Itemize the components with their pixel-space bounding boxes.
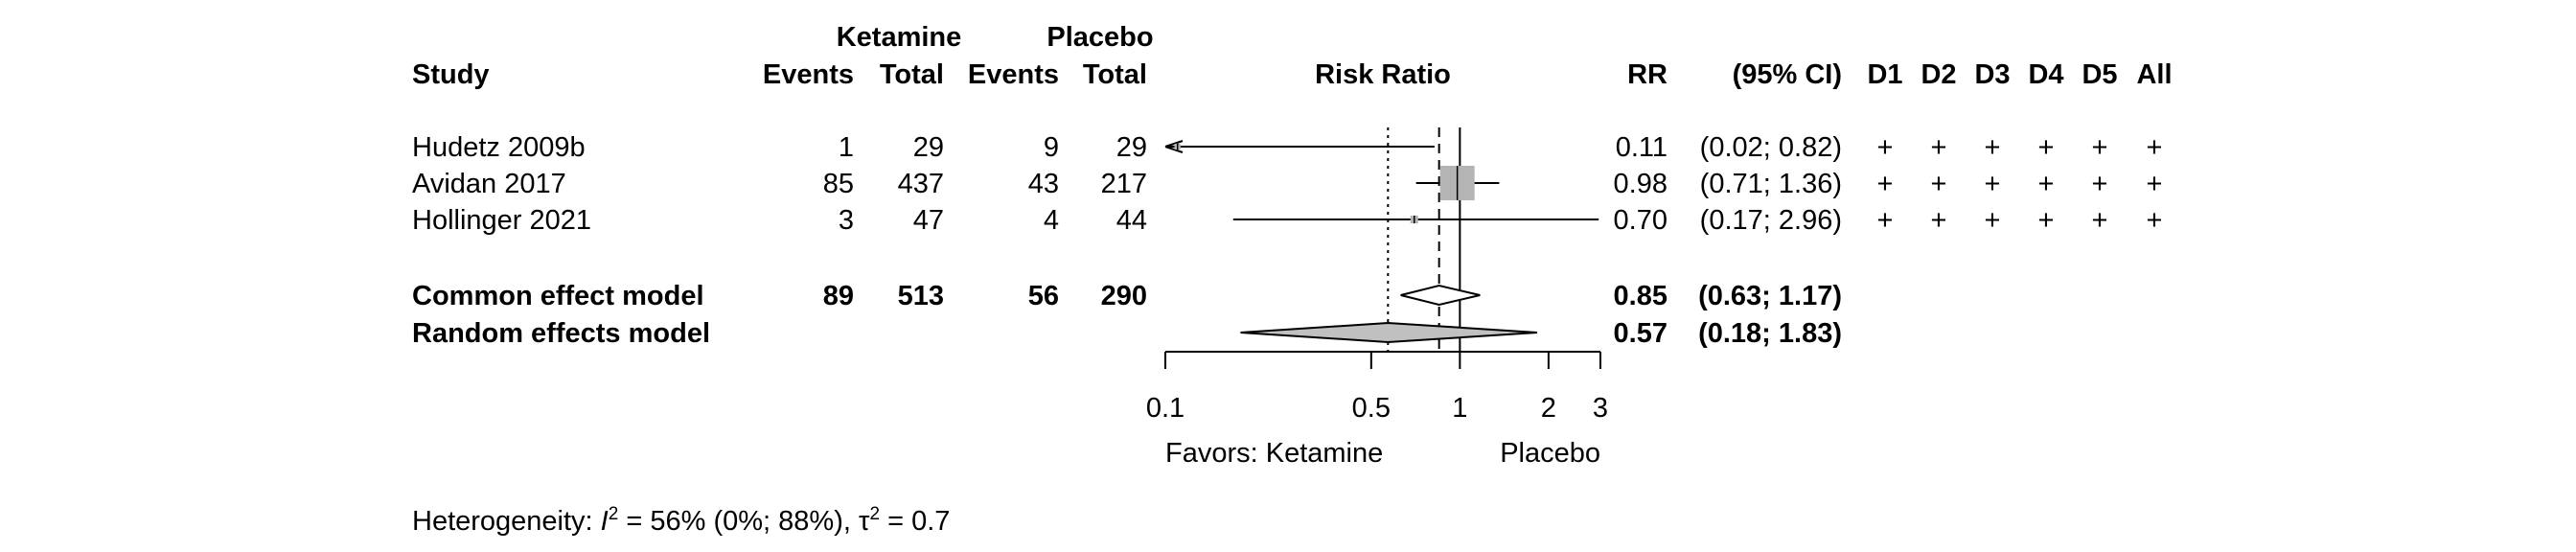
study-total-placebo: 217 (1101, 169, 1147, 199)
summary-rr: 0.85 (1614, 281, 1668, 311)
header-total-placebo: Total (1083, 59, 1147, 90)
study-ci: (0.02; 0.82) (1700, 132, 1842, 163)
study-bias-mark: + (1877, 169, 1894, 199)
study-bias-mark: + (1985, 169, 2001, 199)
study-bias-mark: + (1985, 205, 2001, 236)
header-rr: RR (1627, 59, 1668, 90)
x-label-favors-ketamine: Favors: Ketamine (1165, 438, 1383, 469)
header-total-ketamine: Total (880, 59, 944, 90)
study-events-placebo: 43 (1028, 169, 1059, 199)
study-bias-mark: + (2038, 205, 2055, 236)
study-bias-mark: + (2147, 205, 2163, 236)
study-name: Hollinger 2021 (412, 205, 591, 236)
summary-label: Random effects model (412, 318, 710, 349)
header-risk-ratio: Risk Ratio (1315, 59, 1451, 90)
x-axis-tick-label: 2 (1541, 393, 1556, 424)
study-events-ketamine: 1 (839, 132, 854, 163)
summary-rr: 0.57 (1614, 318, 1668, 349)
study-bias-mark: + (2147, 132, 2163, 163)
header-group-placebo: Placebo (1046, 22, 1153, 53)
study-ci-arrow (1164, 140, 1184, 153)
x-axis-tick-label: 0.5 (1352, 393, 1391, 424)
header-bias-d1: D1 (1867, 59, 1902, 90)
x-axis-tick-label: 1 (1452, 393, 1467, 424)
heterogeneity-text: Heterogeneity: I2 = 56% (0%; 88%), τ2 = … (412, 504, 950, 537)
header-events-ketamine: Events (763, 59, 854, 90)
study-events-ketamine: 3 (839, 205, 854, 236)
summary-total-placebo: 290 (1101, 281, 1147, 311)
study-bias-mark: + (1877, 205, 1894, 236)
study-events-placebo: 4 (1044, 205, 1059, 236)
study-rr: 0.98 (1614, 169, 1668, 199)
summary-ci: (0.63; 1.17) (1698, 281, 1842, 311)
study-bias-mark: + (1877, 132, 1894, 163)
study-bias-mark: + (2038, 169, 2055, 199)
study-bias-mark: + (2092, 132, 2108, 163)
x-axis-tick-label: 3 (1593, 393, 1608, 424)
study-total-placebo: 29 (1116, 132, 1147, 163)
summary-events-ketamine: 89 (823, 281, 854, 311)
x-label-placebo: Placebo (1500, 438, 1600, 469)
header-ci: (95% CI) (1733, 59, 1842, 90)
study-name: Avidan 2017 (412, 169, 566, 199)
study-bias-mark: + (1931, 169, 1947, 199)
study-events-ketamine: 85 (823, 169, 854, 199)
study-bias-mark: + (2038, 132, 2055, 163)
study-bias-mark: + (1931, 132, 1947, 163)
study-total-ketamine: 47 (913, 205, 944, 236)
summary-events-placebo: 56 (1028, 281, 1059, 311)
study-total-ketamine: 29 (913, 132, 944, 163)
study-name: Hudetz 2009b (412, 132, 586, 163)
summary-total-ketamine: 513 (898, 281, 944, 311)
summary-label: Common effect model (412, 281, 704, 311)
study-total-placebo: 44 (1116, 205, 1147, 236)
header-events-placebo: Events (968, 59, 1059, 90)
study-bias-mark: + (2092, 169, 2108, 199)
header-bias-all: All (2136, 59, 2172, 90)
study-events-placebo: 9 (1044, 132, 1059, 163)
header-study: Study (412, 59, 490, 90)
x-axis-tick-label: 0.1 (1146, 393, 1184, 424)
header-group-ketamine: Ketamine (837, 22, 962, 53)
summary-ci: (0.18; 1.83) (1698, 318, 1842, 349)
study-bias-mark: + (1931, 205, 1947, 236)
header-bias-d2: D2 (1920, 59, 1956, 90)
study-bias-mark: + (2147, 169, 2163, 199)
study-rr: 0.70 (1614, 205, 1668, 236)
summary-diamond (1400, 284, 1481, 307)
header-bias-d4: D4 (2028, 59, 2063, 90)
study-bias-mark: + (2092, 205, 2108, 236)
header-bias-d5: D5 (2082, 59, 2117, 90)
study-total-ketamine: 437 (898, 169, 944, 199)
summary-diamond (1240, 321, 1538, 344)
study-ci: (0.71; 1.36) (1700, 169, 1842, 199)
study-rr: 0.11 (1616, 132, 1668, 163)
study-ci: (0.17; 2.96) (1700, 205, 1842, 236)
study-bias-mark: + (1985, 132, 2001, 163)
header-bias-d3: D3 (1974, 59, 2010, 90)
